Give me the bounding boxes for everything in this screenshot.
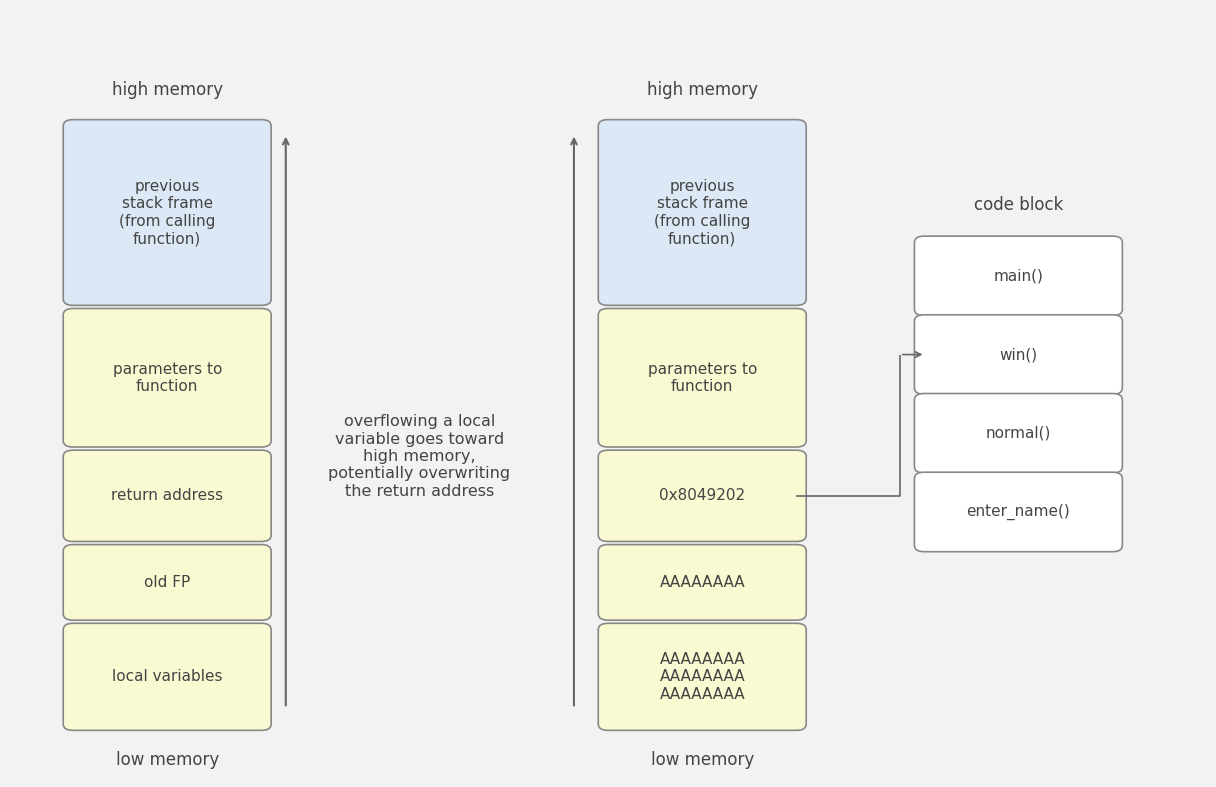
FancyBboxPatch shape xyxy=(598,309,806,447)
FancyBboxPatch shape xyxy=(63,450,271,541)
Text: previous
stack frame
(from calling
function): previous stack frame (from calling funct… xyxy=(654,179,750,246)
FancyBboxPatch shape xyxy=(63,120,271,305)
FancyBboxPatch shape xyxy=(598,120,806,305)
Text: high memory: high memory xyxy=(112,81,223,98)
Text: local variables: local variables xyxy=(112,669,223,685)
FancyBboxPatch shape xyxy=(598,545,806,620)
Text: parameters to
function: parameters to function xyxy=(113,361,221,394)
FancyBboxPatch shape xyxy=(598,623,806,730)
Text: low memory: low memory xyxy=(651,752,754,769)
Text: enter_name(): enter_name() xyxy=(967,504,1070,520)
FancyBboxPatch shape xyxy=(63,623,271,730)
Text: previous
stack frame
(from calling
function): previous stack frame (from calling funct… xyxy=(119,179,215,246)
Text: AAAAAAAA
AAAAAAAA
AAAAAAAA: AAAAAAAA AAAAAAAA AAAAAAAA xyxy=(659,652,745,702)
Text: code block: code block xyxy=(974,196,1063,213)
Text: high memory: high memory xyxy=(647,81,758,98)
Text: 0x8049202: 0x8049202 xyxy=(659,488,745,504)
Text: normal(): normal() xyxy=(986,426,1051,441)
Text: return address: return address xyxy=(111,488,224,504)
Text: AAAAAAAA: AAAAAAAA xyxy=(659,575,745,590)
FancyBboxPatch shape xyxy=(598,450,806,541)
FancyBboxPatch shape xyxy=(914,472,1122,552)
Text: overflowing a local
variable goes toward
high memory,
potentially overwriting
th: overflowing a local variable goes toward… xyxy=(328,414,511,499)
Text: low memory: low memory xyxy=(116,752,219,769)
Text: parameters to
function: parameters to function xyxy=(648,361,756,394)
FancyBboxPatch shape xyxy=(914,394,1122,473)
Text: main(): main() xyxy=(993,268,1043,283)
Text: old FP: old FP xyxy=(143,575,191,590)
FancyBboxPatch shape xyxy=(63,545,271,620)
FancyBboxPatch shape xyxy=(914,236,1122,316)
FancyBboxPatch shape xyxy=(914,315,1122,394)
Text: win(): win() xyxy=(1000,347,1037,362)
FancyBboxPatch shape xyxy=(63,309,271,447)
